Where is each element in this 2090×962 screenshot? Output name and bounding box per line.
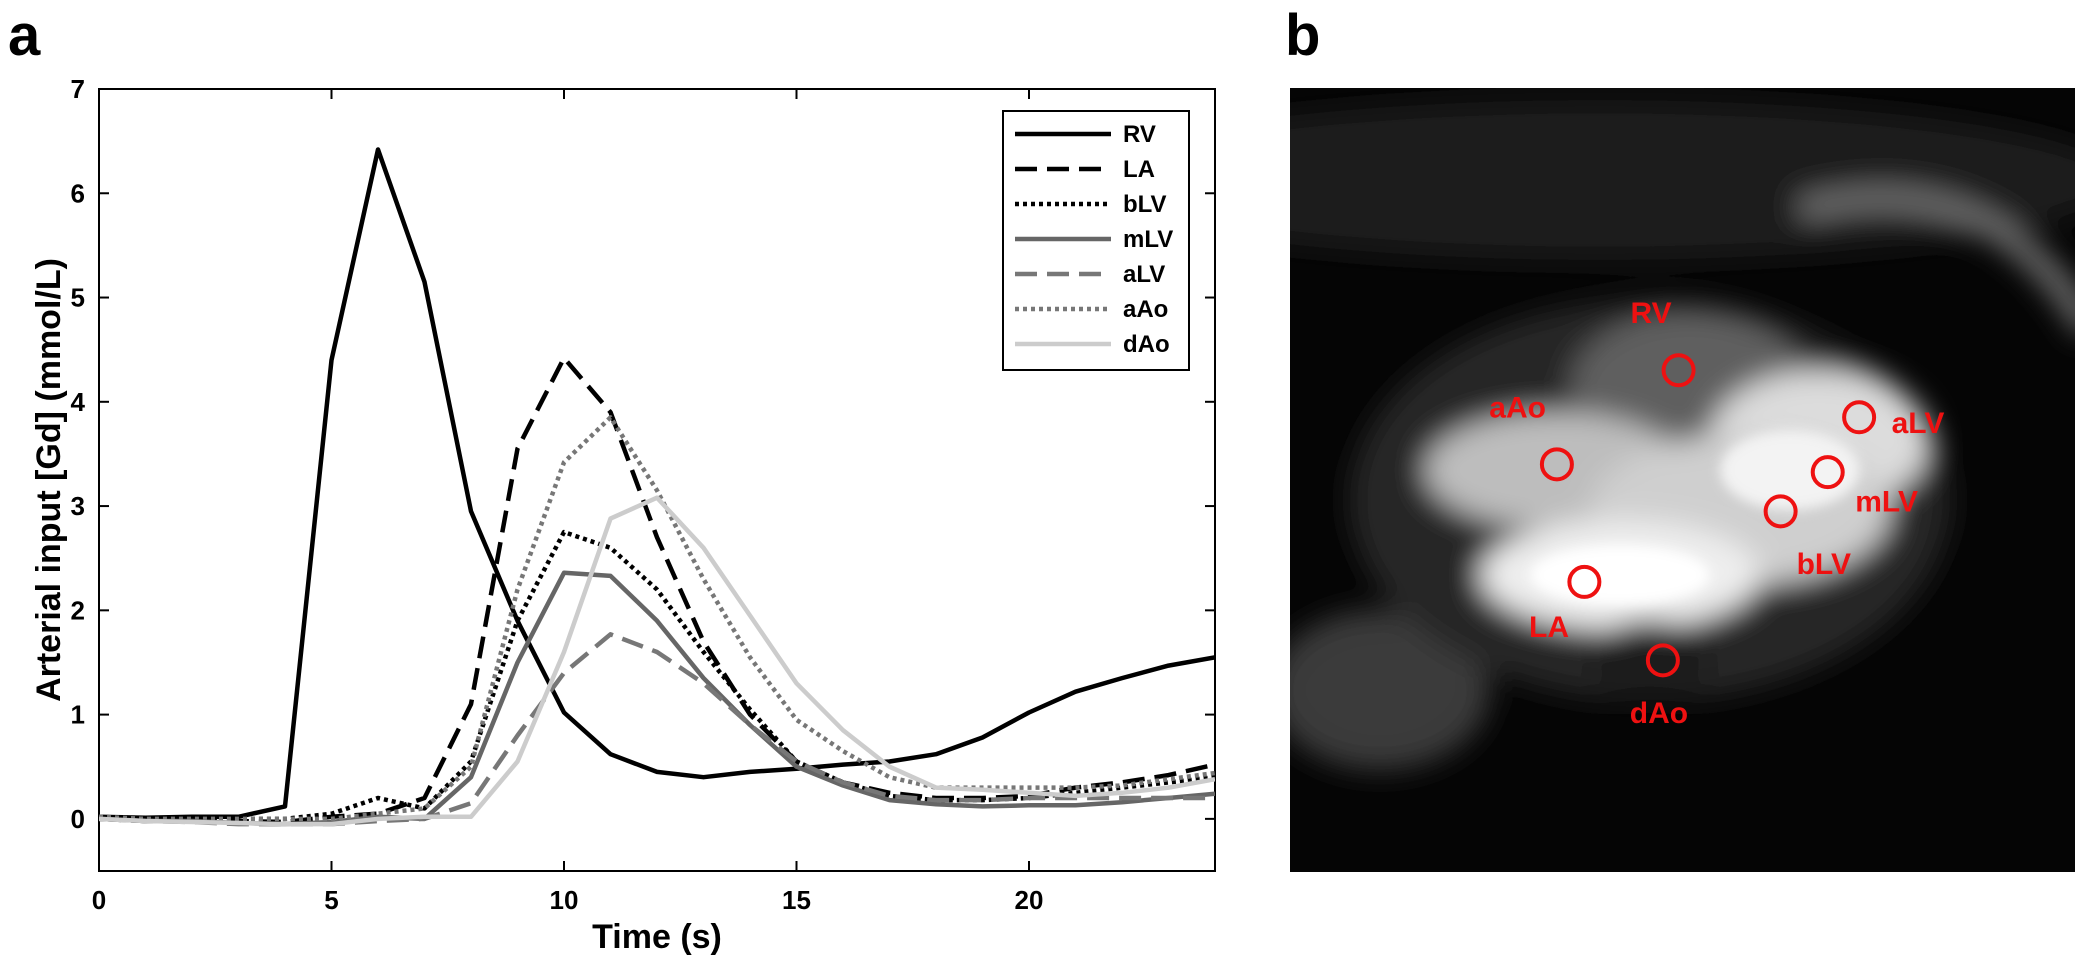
axis-ticks: 0 5 10 15 20 0 1 2 3 4 5 6 7 xyxy=(71,74,1215,915)
roi-label-aAo: aAo xyxy=(1489,391,1546,424)
chest-wall xyxy=(1290,100,2075,260)
roi-circle-aLV xyxy=(1842,400,1877,435)
x-tick-label: 15 xyxy=(782,885,811,915)
roi-label-aLV: aLV xyxy=(1892,407,1945,440)
roi-label-dAo: dAo xyxy=(1630,697,1688,730)
roi-label-RV: RV xyxy=(1631,297,1672,330)
series-lines xyxy=(99,147,1215,827)
y-tick-label: 6 xyxy=(71,178,85,208)
y-tick-label: 5 xyxy=(71,283,85,313)
x-axis-label: Time (s) xyxy=(592,918,722,956)
y-tick-label: 4 xyxy=(71,387,86,417)
legend-label-bLV: bLV xyxy=(1123,191,1167,218)
roi-circle-LA xyxy=(1567,564,1602,599)
legend-label-dAo: dAo xyxy=(1123,331,1170,358)
legend-label-LA: LA xyxy=(1123,156,1155,183)
roi-circle-dAo xyxy=(1645,643,1680,678)
y-tick-label: 3 xyxy=(71,491,85,521)
x-tick-label: 0 xyxy=(92,885,106,915)
series-line-RV xyxy=(99,147,1215,821)
series-line-aLV xyxy=(99,632,1215,827)
outer-arc xyxy=(1796,185,2075,331)
legend-label-aAo: aAo xyxy=(1123,296,1168,323)
series-line-dAo xyxy=(99,495,1215,827)
y-tick-label: 2 xyxy=(71,595,85,625)
roi-circle-RV xyxy=(1661,353,1696,388)
roi-circle-mLV xyxy=(1810,455,1845,490)
legend-label-RV: RV xyxy=(1123,121,1156,148)
roi-label-bLV: bLV xyxy=(1797,548,1851,581)
legend-label-mLV: mLV xyxy=(1123,226,1173,253)
legend-label-aLV: aLV xyxy=(1123,261,1165,288)
y-tick-label: 0 xyxy=(71,804,85,834)
legend: RV LA bLV mLV aLV aAo dAo xyxy=(1002,110,1190,371)
panel-label-a: a xyxy=(8,3,41,68)
lower-tissue xyxy=(1290,610,1490,770)
line-chart: 0 5 10 15 20 0 1 2 3 4 5 6 7 Time (s) Arterial input… xyxy=(30,74,1216,956)
x-tick-label: 5 xyxy=(324,885,338,915)
x-tick-label: 20 xyxy=(1015,885,1044,915)
x-tick-label: 10 xyxy=(550,885,579,915)
roi-circle-bLV xyxy=(1763,494,1798,529)
panel-label-b: b xyxy=(1285,3,1320,68)
series-line-aAo xyxy=(99,415,1215,822)
roi-label-LA: LA xyxy=(1529,611,1569,644)
roi-label-mLV: mLV xyxy=(1855,485,1918,518)
y-tick-label: 7 xyxy=(71,74,85,104)
lv-core xyxy=(1720,430,1860,510)
y-axis-label: Arterial input [Gd] (mmol/L) xyxy=(30,258,68,702)
la-core xyxy=(1530,545,1710,605)
roi-circle-aAo xyxy=(1539,447,1574,482)
dao-dark xyxy=(1590,620,1710,700)
y-tick-label: 1 xyxy=(71,700,85,730)
